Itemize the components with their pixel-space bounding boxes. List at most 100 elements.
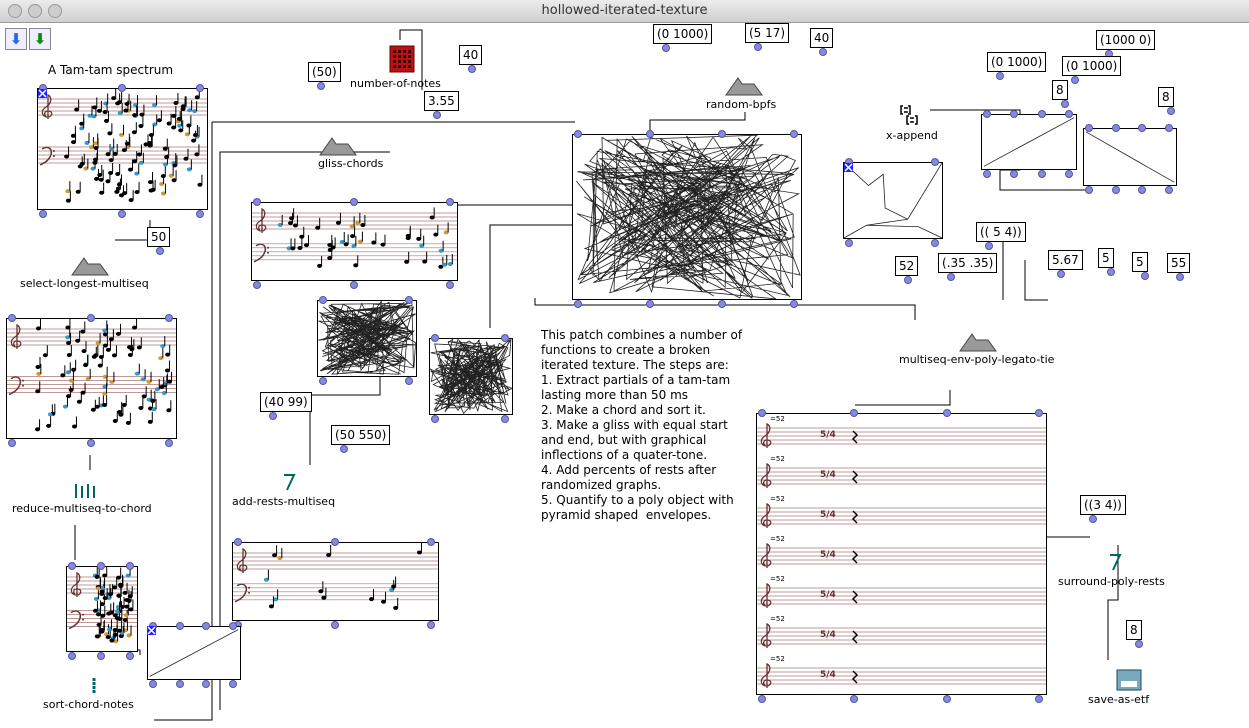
chord-editor[interactable] xyxy=(66,566,138,652)
inlet[interactable] xyxy=(331,621,339,629)
value-box[interactable]: 5 xyxy=(1098,248,1114,268)
value-box[interactable]: (.35 .35) xyxy=(938,253,997,273)
inlet[interactable] xyxy=(176,622,184,630)
connection[interactable] xyxy=(1025,260,1048,300)
inlet[interactable] xyxy=(790,130,798,138)
value-box[interactable]: 8 xyxy=(1158,87,1174,107)
value-box[interactable]: 52 xyxy=(895,256,918,276)
inlet[interactable] xyxy=(340,445,348,453)
gliss-chords-editor[interactable] xyxy=(251,202,458,281)
inlet[interactable] xyxy=(165,314,173,322)
inlet[interactable] xyxy=(350,281,358,289)
inlet[interactable] xyxy=(790,300,798,308)
inlet[interactable] xyxy=(405,296,413,304)
bpf-up[interactable] xyxy=(981,114,1077,170)
bpf-editor[interactable] xyxy=(429,338,513,415)
x-append-icon[interactable] xyxy=(900,104,924,130)
select-longest-icon[interactable] xyxy=(70,256,110,280)
inlet[interactable] xyxy=(176,680,184,688)
poly-editor[interactable] xyxy=(756,413,1047,695)
inlet[interactable] xyxy=(68,562,76,570)
inlet[interactable] xyxy=(196,84,204,92)
value-box[interactable]: (1000 0) xyxy=(1096,30,1155,50)
inlet[interactable] xyxy=(646,300,654,308)
inlet[interactable] xyxy=(574,130,582,138)
inlet[interactable] xyxy=(845,239,853,247)
inlet[interactable] xyxy=(1141,272,1149,280)
close-icon[interactable] xyxy=(38,89,47,98)
inlet[interactable] xyxy=(149,680,157,688)
inlet[interactable] xyxy=(431,334,439,342)
inlet[interactable] xyxy=(126,652,134,660)
inlet[interactable] xyxy=(68,652,76,660)
inlet[interactable] xyxy=(718,300,726,308)
value-box[interactable]: (50 550) xyxy=(331,425,390,445)
value-box[interactable]: 3.55 xyxy=(424,91,459,111)
inlet[interactable] xyxy=(433,111,441,119)
random-bpf-lib[interactable] xyxy=(572,134,802,300)
value-box[interactable]: 55 xyxy=(1167,253,1190,273)
inlet[interactable] xyxy=(646,130,654,138)
inlet[interactable] xyxy=(1061,100,1069,108)
inlet[interactable] xyxy=(1065,110,1073,118)
inlet[interactable] xyxy=(319,377,327,385)
inlet[interactable] xyxy=(662,44,670,52)
inlet[interactable] xyxy=(446,281,454,289)
inlet[interactable] xyxy=(1071,76,1079,84)
inlet[interactable] xyxy=(1085,124,1093,132)
inlet[interactable] xyxy=(758,409,766,417)
inlet[interactable] xyxy=(985,242,993,250)
multiseq-editor[interactable] xyxy=(6,318,177,439)
inlet[interactable] xyxy=(118,210,126,218)
inlet[interactable] xyxy=(943,409,951,417)
inlet[interactable] xyxy=(8,439,16,447)
inlet[interactable] xyxy=(1038,170,1046,178)
inlet[interactable] xyxy=(1107,268,1115,276)
inlet[interactable] xyxy=(943,695,951,703)
inlet[interactable] xyxy=(718,130,726,138)
inlet[interactable] xyxy=(126,562,134,570)
inlet[interactable] xyxy=(39,210,47,218)
connection[interactable] xyxy=(855,390,950,405)
inlet[interactable] xyxy=(253,198,261,206)
inlet[interactable] xyxy=(931,239,939,247)
inlet[interactable] xyxy=(431,415,439,423)
inlet[interactable] xyxy=(269,412,277,420)
inlet[interactable] xyxy=(931,158,939,166)
value-box[interactable]: (5 17) xyxy=(745,23,789,43)
inlet[interactable] xyxy=(758,695,766,703)
inlet[interactable] xyxy=(996,72,1004,80)
inlet[interactable] xyxy=(253,281,261,289)
inlet[interactable] xyxy=(1112,186,1120,194)
inlet[interactable] xyxy=(156,247,164,255)
inlet[interactable] xyxy=(468,65,476,73)
value-box[interactable]: 8 xyxy=(1052,80,1068,100)
save-etf-icon[interactable] xyxy=(1115,668,1143,696)
inlet[interactable] xyxy=(501,334,509,342)
inlet[interactable] xyxy=(1165,186,1173,194)
inlet[interactable] xyxy=(1057,270,1065,278)
value-box[interactable]: 50 xyxy=(147,227,170,247)
random-bpfs-icon[interactable] xyxy=(724,76,764,100)
inlet[interactable] xyxy=(983,170,991,178)
sort-notes-icon[interactable] xyxy=(90,676,102,700)
rests-multiseq-editor[interactable] xyxy=(232,542,439,621)
value-box[interactable]: (0 1000) xyxy=(653,24,712,44)
inlet[interactable] xyxy=(87,439,95,447)
value-box[interactable]: 5 xyxy=(1132,252,1148,272)
inlet[interactable] xyxy=(1035,409,1043,417)
bpf-up[interactable] xyxy=(147,626,241,680)
inlet[interactable] xyxy=(1089,515,1097,523)
inlet[interactable] xyxy=(446,198,454,206)
inlet[interactable] xyxy=(1085,186,1093,194)
connection[interactable] xyxy=(115,220,150,240)
inlet[interactable] xyxy=(983,110,991,118)
inlet[interactable] xyxy=(234,538,242,546)
inlet[interactable] xyxy=(1165,124,1173,132)
value-box[interactable]: ((3 4)) xyxy=(1080,495,1126,515)
inlet[interactable] xyxy=(1167,107,1175,115)
close-icon[interactable] xyxy=(844,163,853,172)
value-box[interactable]: (0 1000) xyxy=(1062,56,1121,76)
multiseq-tamtam-editor[interactable] xyxy=(37,88,208,210)
inlet[interactable] xyxy=(427,538,435,546)
